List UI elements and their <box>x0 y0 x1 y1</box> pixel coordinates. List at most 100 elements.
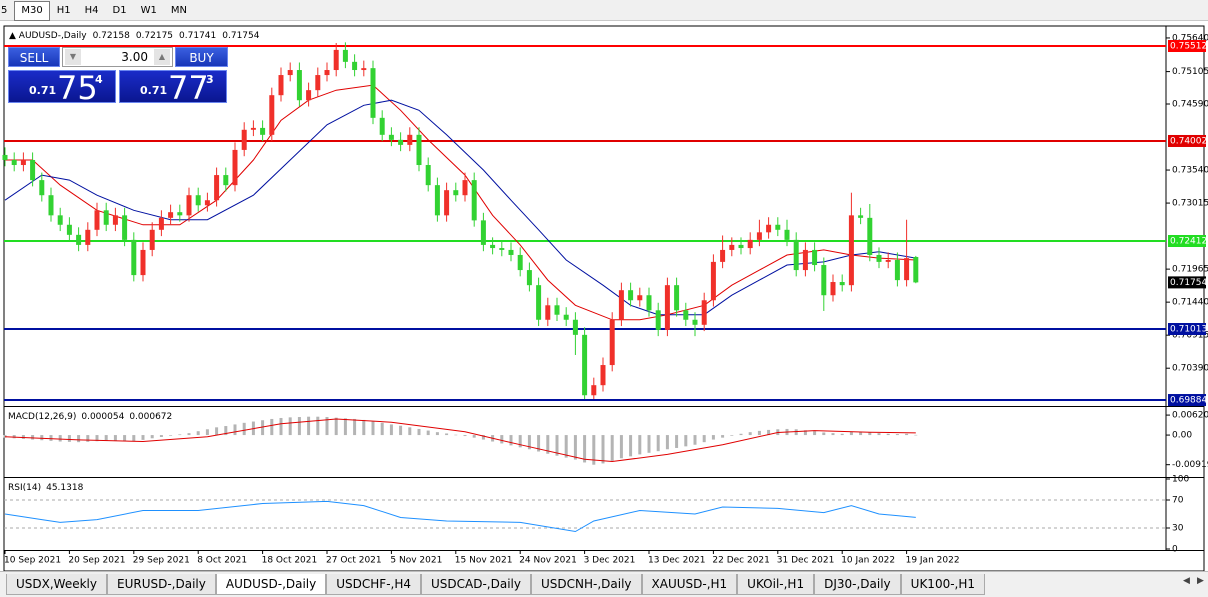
macd-bar <box>886 433 890 436</box>
macd-bar <box>215 427 219 436</box>
macd-bar <box>224 426 228 436</box>
level-label-box <box>1168 394 1206 407</box>
symbol-tab[interactable]: EURUSD-,Daily <box>107 574 216 595</box>
price-big: 0.71 <box>140 84 168 97</box>
timeframe-button[interactable]: H4 <box>84 5 99 16</box>
x-tick-label: 24 Nov 2021 <box>519 556 577 566</box>
y-tick-label: 0.75640 <box>1172 33 1208 43</box>
candle-body <box>499 248 505 250</box>
candle-body <box>802 249 808 271</box>
candle-body <box>913 256 919 283</box>
macd-bar <box>472 435 476 438</box>
level-label-box <box>1168 39 1206 52</box>
candle-body <box>683 310 689 320</box>
ohlc-value: 0.72158 <box>93 31 130 41</box>
macd-bar <box>711 435 715 440</box>
candle-body <box>333 49 339 71</box>
macd-bar <box>757 430 761 436</box>
macd-bar <box>49 435 53 441</box>
macd-bar <box>684 435 688 447</box>
trade-panel: SELL ▼ 3.00 ▲ BUY 0.71 75 4 0.71 77 3 <box>8 47 228 107</box>
candle-body <box>655 310 661 330</box>
macd-bar <box>573 435 577 460</box>
macd-bar <box>748 432 752 436</box>
candle-body <box>766 224 772 233</box>
timeframe-button[interactable]: MN <box>170 5 187 16</box>
macd-bar <box>362 419 366 436</box>
volume-down[interactable]: ▼ <box>65 49 81 65</box>
x-tick-label: 31 Dec 2021 <box>777 556 835 566</box>
candle-body <box>490 244 496 249</box>
candle-body <box>434 185 440 216</box>
candle-body <box>158 217 164 230</box>
volume-up[interactable]: ▲ <box>154 49 170 65</box>
candle-body <box>609 319 615 366</box>
macd-bar <box>859 431 863 436</box>
level-label-box <box>1168 323 1206 336</box>
candle-body <box>885 260 891 262</box>
macd-bar <box>297 417 301 436</box>
macd-bar <box>730 435 734 436</box>
buy-button[interactable]: BUY <box>175 47 228 67</box>
candle-body <box>407 134 413 145</box>
candle-body <box>618 290 624 320</box>
candle-body <box>370 68 376 118</box>
symbol-tab[interactable]: DJ30-,Daily <box>814 574 901 595</box>
symbol-tab[interactable]: USDCNH-,Daily <box>530 574 642 595</box>
buy-price[interactable]: 0.71 77 3 <box>119 69 227 107</box>
timeframe-button[interactable]: 5 <box>1 5 8 16</box>
y-tick-label: 0.00 <box>1172 431 1192 441</box>
y-tick-label: 0.70915 <box>1172 331 1208 341</box>
y-tick-label: 100 <box>1172 475 1189 485</box>
x-tick-label: 29 Sep 2021 <box>133 556 190 566</box>
ohlc-value: 0.71754 <box>222 31 259 41</box>
timeframe-button[interactable]: H1 <box>56 5 71 16</box>
x-tick-label: 15 Nov 2021 <box>455 556 513 566</box>
macd-bar <box>693 435 697 445</box>
y-tick-label: 0.73015 <box>1172 199 1208 209</box>
macd-bar <box>849 431 853 436</box>
symbol-tab[interactable]: USDCAD-,Daily <box>421 574 531 595</box>
price-big: 0.71 <box>29 84 57 97</box>
y-tick-label: 0.73540 <box>1172 166 1208 176</box>
symbol-tab[interactable]: UK100-,H1 <box>900 574 986 595</box>
x-tick-label: 8 Oct 2021 <box>197 556 247 566</box>
ohlc-value: 0.71741 <box>179 31 216 41</box>
symbol-tab[interactable]: AUDUSD-,Daily <box>215 574 327 595</box>
volume-box[interactable]: ▼ 3.00 ▲ <box>62 47 173 67</box>
symbol-tab[interactable]: XAUUSD-,H1 <box>641 574 738 595</box>
symbol-title: AUDUSD-,Daily <box>19 31 87 41</box>
macd-bar <box>564 435 568 458</box>
macd-bar <box>417 428 421 436</box>
candle-body <box>103 210 109 225</box>
macd-bar <box>178 434 182 436</box>
symbol-tab[interactable]: USDX,Weekly <box>6 574 107 595</box>
level-label-box <box>1168 134 1206 147</box>
macd-bar <box>794 429 798 436</box>
macd-bar <box>592 435 596 465</box>
candle-body <box>342 49 348 62</box>
tabs-left[interactable]: ◀ <box>1183 576 1190 586</box>
tabs-right[interactable]: ▶ <box>1197 576 1204 586</box>
macd-bar <box>288 417 292 436</box>
sell-price[interactable]: 0.71 75 4 <box>8 69 116 107</box>
timeframe-button[interactable]: W1 <box>140 5 157 16</box>
macd-bar <box>334 417 338 436</box>
candle-body <box>793 239 799 271</box>
symbol-tab[interactable]: UKOil-,H1 <box>737 574 815 595</box>
x-tick-label: 10 Sep 2021 <box>4 556 61 566</box>
y-tick-label: -0.00919 <box>1172 460 1208 470</box>
macd-bar <box>463 435 467 437</box>
sell-button[interactable]: SELL <box>8 47 60 67</box>
timeframe-button[interactable]: M30 <box>14 1 50 21</box>
y-tick-label: 30 <box>1172 524 1184 534</box>
candle-body <box>784 229 790 240</box>
candle-body <box>692 319 698 325</box>
candle-body <box>30 159 36 181</box>
candle-body <box>738 244 744 249</box>
timeframe-button[interactable]: D1 <box>112 5 127 16</box>
symbol-tab[interactable]: USDCHF-,H4 <box>326 574 421 595</box>
indicator-header: ▲ AUDUSD-,Daily 0.72158 0.72175 0.71741 0.71… <box>9 31 260 41</box>
candle-body <box>701 300 707 325</box>
